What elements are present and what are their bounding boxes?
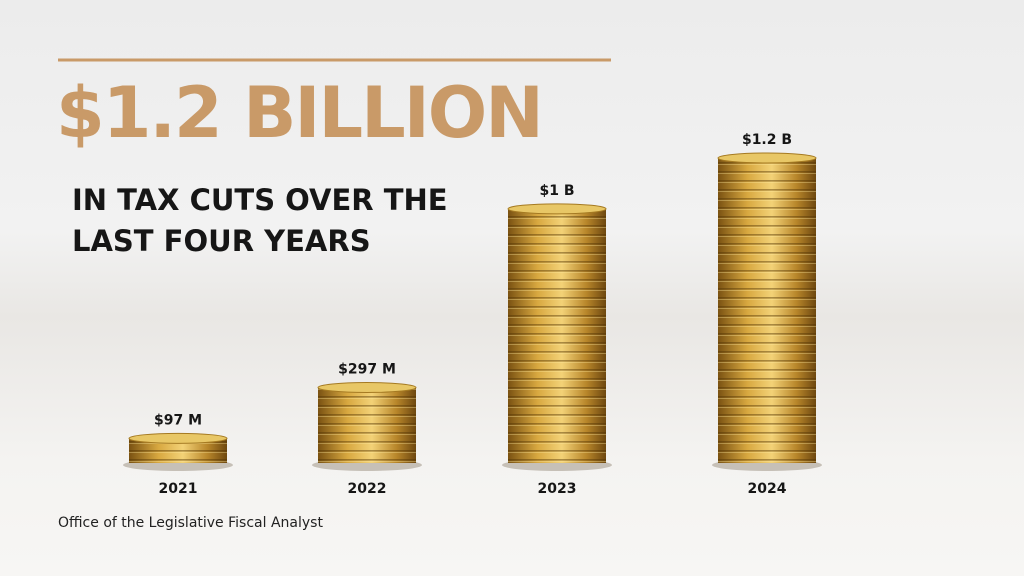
coin-top — [128, 432, 228, 444]
x-tick-label: 2022 — [348, 481, 387, 497]
x-tick-label: 2023 — [538, 481, 577, 497]
subtitle: IN TAX CUTS OVER THE LAST FOUR YEARS — [72, 183, 448, 258]
coin-top — [317, 382, 417, 394]
value-label: $97 M — [154, 412, 202, 428]
value-label: $1 B — [539, 183, 574, 199]
coin-top — [717, 152, 817, 164]
coin-ridges — [718, 158, 816, 463]
value-label: $297 M — [338, 362, 396, 378]
coin-top — [507, 203, 607, 215]
x-tick-label: 2021 — [159, 481, 198, 497]
title: $1.2 BILLION — [56, 72, 544, 154]
coin-ridges — [508, 208, 606, 463]
source-note: Office of the Legislative Fiscal Analyst — [58, 515, 323, 531]
value-label: $1.2 B — [742, 132, 792, 148]
coin-ridges — [318, 387, 416, 463]
x-tick-label: 2024 — [748, 481, 787, 497]
